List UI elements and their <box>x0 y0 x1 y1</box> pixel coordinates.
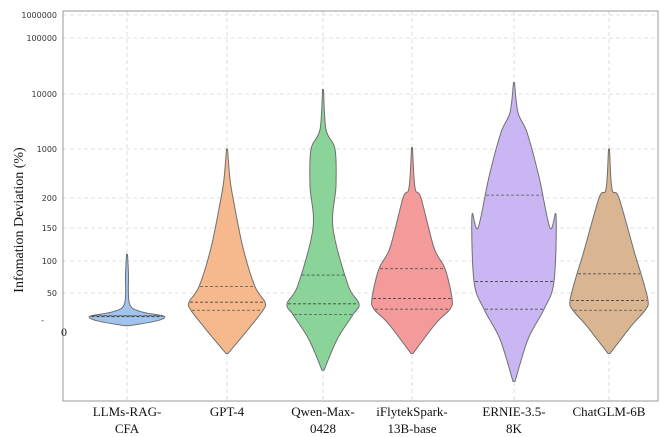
y-axis-title: Infomation Deviation (%) <box>12 147 27 293</box>
violin-0 <box>88 253 166 327</box>
violin-3 <box>371 147 453 354</box>
x-category-labels: LLMs-RAG-CFA GPT-4 Qwen-Max-0428 iFlytekSpa… <box>93 404 646 436</box>
y-tick-label: 200 <box>42 194 57 203</box>
x-category-label: ERNIE-3.5-8K <box>482 404 545 436</box>
y-tick-label: 150 <box>42 224 57 233</box>
x-category-label: Qwen-Max-0428 <box>291 404 355 436</box>
y-tick-label: 1000 <box>37 145 57 154</box>
grid <box>63 11 658 401</box>
violin-5 <box>569 148 649 354</box>
y-tick-label: 100 <box>42 257 57 266</box>
y-tick-label: 100000 <box>26 34 57 43</box>
violin-1 <box>187 148 267 354</box>
violin-2 <box>286 89 360 371</box>
x-category-label: iFlytekSpark-13B-base <box>376 404 448 436</box>
y-tick-label: - <box>41 316 44 325</box>
y-tick-label: 1000000 <box>21 11 57 20</box>
violins <box>88 82 649 382</box>
x-category-label: LLMs-RAG-CFA <box>93 404 162 436</box>
x-category-label: ChatGLM-6B <box>573 404 646 419</box>
plot-frame <box>62 10 659 402</box>
y-tick-label: 10000 <box>32 90 57 99</box>
y-tick-label: 50 <box>47 289 57 298</box>
x-category-label: GPT-4 <box>210 404 245 419</box>
y-zero-label: 0 <box>61 325 67 339</box>
violin-4 <box>471 82 557 382</box>
y-ticks: 1000000 100000 10000 1000 200 150 100 50 - <box>21 11 57 325</box>
